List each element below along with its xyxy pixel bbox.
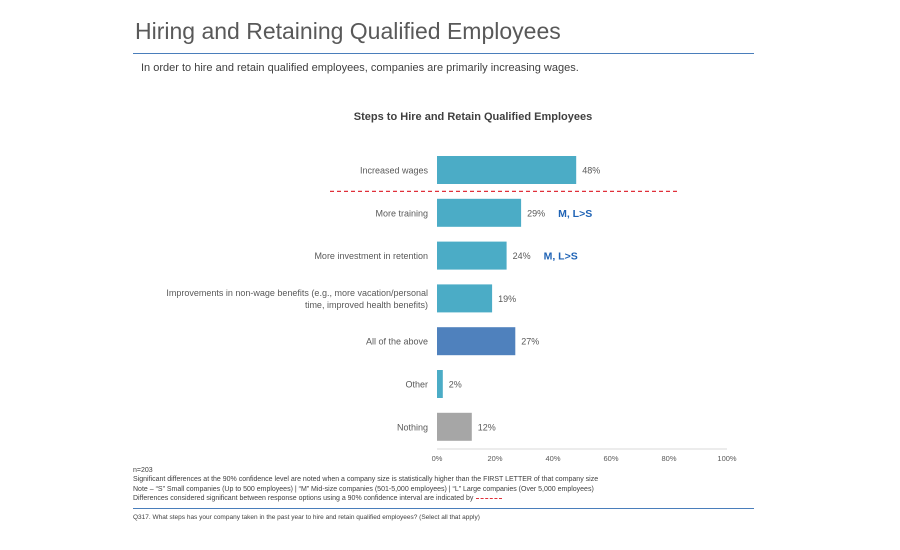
value-label-1: 48% [582,166,600,176]
sample-size-note: n=203 [133,467,153,474]
page-title: Hiring and Retaining Qualified Employees [135,18,561,44]
category-label-3: More investment in retention [314,251,428,261]
bar-6 [437,370,443,398]
bar-3 [437,241,507,270]
x-tick-label-80: 80% [661,454,676,463]
category-label-2: More training [375,208,428,218]
bar-5 [437,327,516,356]
value-label-4: 19% [498,294,516,304]
x-tick-label-20: 20% [487,454,502,463]
value-label-7: 12% [478,422,496,432]
category-label-7: Nothing [397,422,428,432]
page-subtitle: In order to hire and retain qualified em… [141,62,579,74]
confidence-note: Differences considered significant betwe… [133,494,598,503]
bar-1 [437,156,577,184]
significance-label-2: M, L>S [558,208,592,220]
x-tick-label-0: 0% [432,454,443,463]
x-tick-label-100: 100% [717,454,737,463]
title-divider [133,53,754,54]
category-label-5: All of the above [366,337,428,347]
value-label-5: 27% [521,337,539,347]
bar-7 [437,412,472,441]
chart-title: Steps to Hire and Retain Qualified Emplo… [353,111,593,123]
bar-2 [437,198,522,227]
x-tick-label-40: 40% [545,454,560,463]
value-label-3: 24% [513,251,531,261]
category-label-4-line-1: Improvements in non-wage benefits (e.g.,… [166,288,428,298]
significance-label-3: M, L>S [544,251,578,263]
category-label-6: Other [405,380,428,390]
significance-note: Significant differences at the 90% confi… [133,476,599,484]
confidence-legend-dash [476,497,503,499]
question-text: Q317. What steps has your company taken … [133,514,480,521]
category-label-1: Increased wages [360,166,429,176]
bottom-divider [133,508,754,509]
value-label-2: 29% [527,208,545,218]
confidence-note-text: Differences considered significant betwe… [133,495,474,503]
company-size-note: Note – “S” Small companies (Up to 500 em… [133,485,594,493]
bar-4 [437,284,493,313]
category-label-4-line-2: time, improved health benefits) [305,300,428,310]
value-label-6: 2% [449,380,462,390]
footnotes: n=203 Significant differences at the 90%… [133,466,598,504]
x-tick-label-60: 60% [603,454,618,463]
